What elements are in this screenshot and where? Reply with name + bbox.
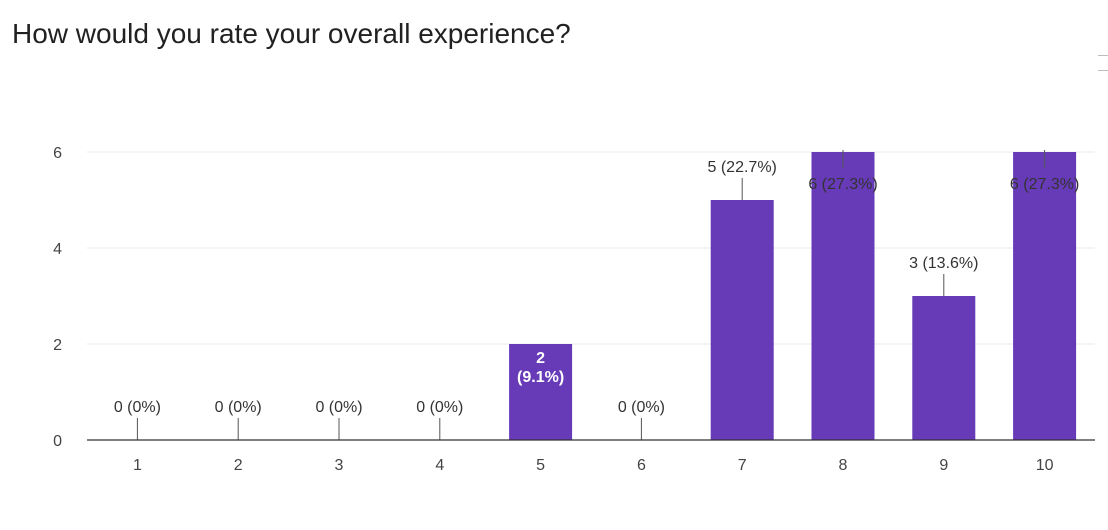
data-label: 5 (22.7%) [708,159,777,176]
data-label: 0 (0%) [215,399,262,416]
data-label: 6 (27.3%) [808,176,877,193]
data-labels: 0 (0%) 0 (0%) 0 (0%) 0 (0%) 2 (9.1%) 0 (0%) 5 (… [114,150,1079,440]
y-tick-label: 6 [53,145,62,162]
data-label: 0 (0%) [315,399,362,416]
x-tick-label: 4 [435,457,444,474]
x-tick-label: 9 [939,457,948,474]
x-tick-label: 10 [1036,457,1054,474]
x-tick-label: 1 [133,457,142,474]
bar[interactable] [509,344,573,440]
data-label: 6 (27.3%) [1010,176,1079,193]
y-tick-label: 4 [53,241,62,258]
x-tick-label: 2 [234,457,243,474]
bars [509,152,1077,440]
x-tick-label: 3 [335,457,344,474]
x-axis-ticks: 1 2 3 4 5 6 7 8 9 10 [133,457,1054,474]
bar[interactable] [1013,152,1077,440]
x-tick-label: 5 [536,457,545,474]
data-label: 3 (13.6%) [909,255,978,272]
data-label: (9.1%) [517,369,564,386]
data-label: 0 (0%) [114,399,161,416]
data-label: 0 (0%) [416,399,463,416]
data-label: 0 (0%) [618,399,665,416]
x-tick-label: 7 [738,457,747,474]
y-tick-label: 0 [53,433,62,450]
menu-icon[interactable] [1098,55,1108,85]
bar[interactable] [811,152,875,440]
x-tick-label: 6 [637,457,646,474]
x-tick-label: 8 [839,457,848,474]
question-title: How would you rate your overall experien… [12,18,571,49]
bar[interactable] [912,296,976,440]
data-label: 2 [536,350,545,367]
y-axis-ticks: 0 2 4 6 [53,145,62,450]
bar[interactable] [710,200,774,440]
y-tick-label: 2 [53,337,62,354]
